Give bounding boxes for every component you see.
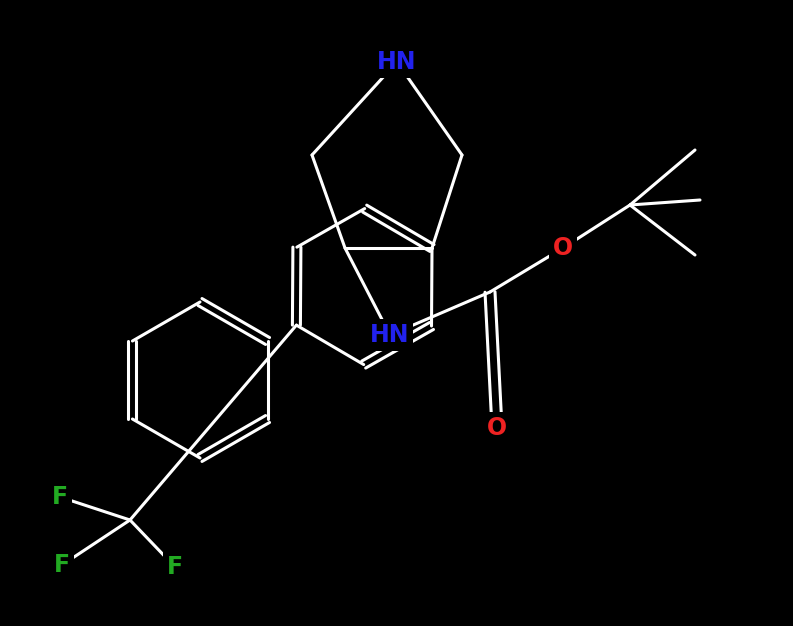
Text: F: F: [52, 485, 68, 509]
Text: HN: HN: [370, 323, 410, 347]
Text: O: O: [487, 416, 507, 440]
Text: O: O: [553, 236, 573, 260]
Text: HN: HN: [377, 50, 417, 74]
Text: F: F: [54, 553, 70, 577]
Text: F: F: [167, 555, 183, 579]
